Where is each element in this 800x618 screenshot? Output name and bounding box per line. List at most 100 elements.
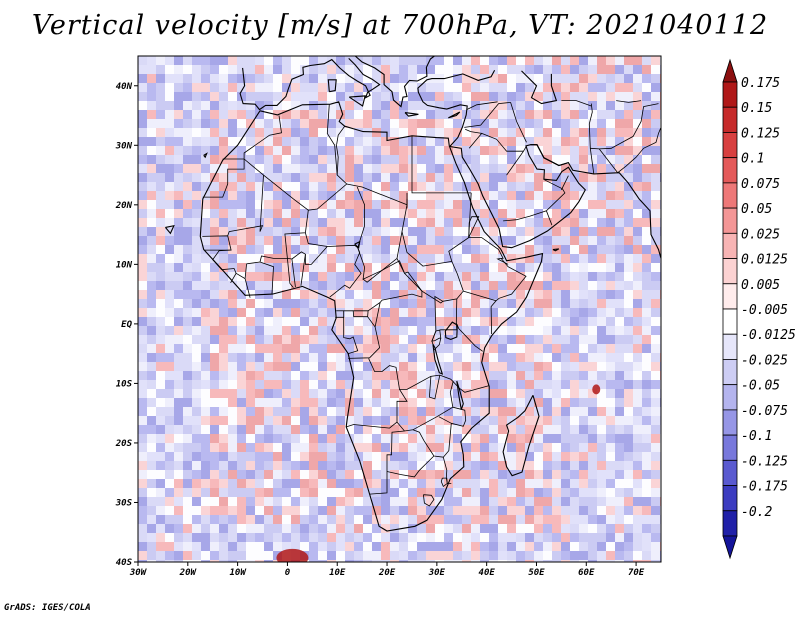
coastline-lake-victoria: [444, 321, 458, 340]
country-border: [411, 135, 472, 194]
colorbar-swatch: [722, 459, 738, 486]
colorbar-swatch: [722, 409, 738, 436]
country-border: [243, 104, 348, 211]
colorbar-label: -0.025: [741, 353, 788, 368]
colorbar-swatch: [722, 333, 738, 360]
country-border: [369, 430, 405, 495]
colorbar-swatch: [722, 232, 738, 259]
coastline-caspian: [521, 70, 558, 105]
colorbar-top-arrow: [722, 58, 738, 83]
x-tick-label: 0: [285, 568, 291, 578]
colorbar-bottom-arrow: [722, 535, 738, 560]
country-border: [431, 330, 442, 342]
x-tick-label: 50E: [528, 568, 545, 578]
country-border: [202, 159, 245, 198]
colorbar-label: -0.1: [741, 429, 772, 444]
colorbar-label: 0.025: [741, 227, 780, 242]
colorbar-swatch: [722, 258, 738, 285]
coastline-sardinia: [327, 79, 337, 93]
y-tick-label: 40N: [116, 82, 133, 92]
country-border: [423, 494, 435, 507]
x-tick-label: 40E: [479, 568, 496, 578]
x-tick-label: 30E: [428, 568, 446, 578]
x-tick-label: 60E: [578, 568, 595, 578]
coastline-cyprus: [448, 111, 461, 119]
country-border: [588, 103, 595, 174]
x-tick-label: 20E: [378, 568, 396, 578]
colorbar-label: 0.175: [741, 76, 780, 91]
country-border: [346, 421, 398, 429]
country-border: [243, 115, 282, 159]
y-tick-label: EQ: [121, 320, 132, 330]
country-border: [510, 102, 527, 143]
colorbar-swatch: [722, 81, 738, 108]
country-border: [455, 298, 483, 352]
colorbar-label: -0.2: [741, 505, 772, 520]
x-tick-label: 20W: [179, 568, 198, 578]
country-border: [291, 251, 306, 286]
country-border: [396, 380, 454, 432]
map-outlines: [164, 56, 695, 532]
colorbar-label: -0.075: [741, 404, 788, 419]
country-border: [221, 268, 237, 284]
country-border: [287, 258, 294, 288]
y-tick-label: 20N: [115, 201, 133, 211]
country-border: [599, 103, 659, 150]
colorbar-label: 0.125: [741, 126, 780, 141]
country-border: [401, 231, 452, 267]
x-tick-label: 10E: [329, 568, 346, 578]
colorbar-swatch: [722, 182, 738, 209]
country-border: [305, 186, 366, 249]
country-border: [464, 102, 511, 128]
country-border: [352, 310, 369, 318]
country-border: [561, 100, 592, 107]
country-border: [468, 132, 524, 152]
colorbar-label: 0.075: [741, 177, 780, 192]
coastline-levant: [417, 70, 496, 147]
colorbar-label: 0.15: [741, 101, 772, 116]
colorbar-swatch: [722, 132, 738, 159]
y-tick-label: 10S: [116, 379, 133, 389]
country-border: [374, 302, 381, 327]
coastline-sicily: [348, 95, 366, 107]
colorbar-label: 0.0125: [741, 253, 788, 268]
y-tick-label: 40S: [116, 558, 133, 568]
country-border: [468, 216, 480, 238]
coastline-lake-chad: [354, 240, 361, 249]
coastline-madagascar: [502, 395, 540, 477]
country-border: [368, 358, 432, 390]
coastline-canaries: [203, 152, 208, 159]
country-border: [435, 323, 458, 332]
coastline-arabia: [449, 144, 661, 259]
country-border: [412, 416, 452, 458]
coastline-socotra: [552, 248, 560, 252]
coastline-sri-lanka: [685, 266, 695, 289]
coastline-europe: [239, 58, 381, 111]
country-border: [335, 316, 359, 354]
country-border: [386, 455, 435, 478]
colorbar-label: -0.175: [741, 480, 788, 495]
colorbar-swatch: [722, 283, 738, 310]
axis-ticks: 30W 20W 10W 0 10E 20E 30E 40E 50E 60E 70E 40N 30N 20N…: [115, 82, 645, 578]
country-border: [212, 249, 232, 270]
country-border: [466, 101, 498, 110]
country-border: [227, 175, 264, 236]
country-border: [304, 246, 328, 265]
coastline-balkans: [354, 56, 435, 108]
chart-title: Vertical velocity [m/s] at 700hPa, VT: 2…: [31, 10, 769, 41]
country-border: [433, 338, 442, 351]
country-border: [348, 316, 381, 359]
y-tick-label: 30N: [115, 141, 133, 151]
country-border: [561, 175, 569, 191]
colorbar-label: -0.05: [741, 379, 780, 394]
coastline-crete: [404, 112, 419, 117]
colorbar-swatch: [722, 157, 738, 184]
country-border: [451, 406, 467, 427]
grads-credit: GrADS: IGES/COLA: [4, 603, 91, 613]
country-border: [490, 258, 527, 335]
x-tick-label: 70E: [628, 568, 645, 578]
coastline-lake-tanganyika: [432, 343, 444, 375]
colorbar-label: 0.005: [741, 278, 780, 293]
colorbar-swatch: [722, 485, 738, 512]
